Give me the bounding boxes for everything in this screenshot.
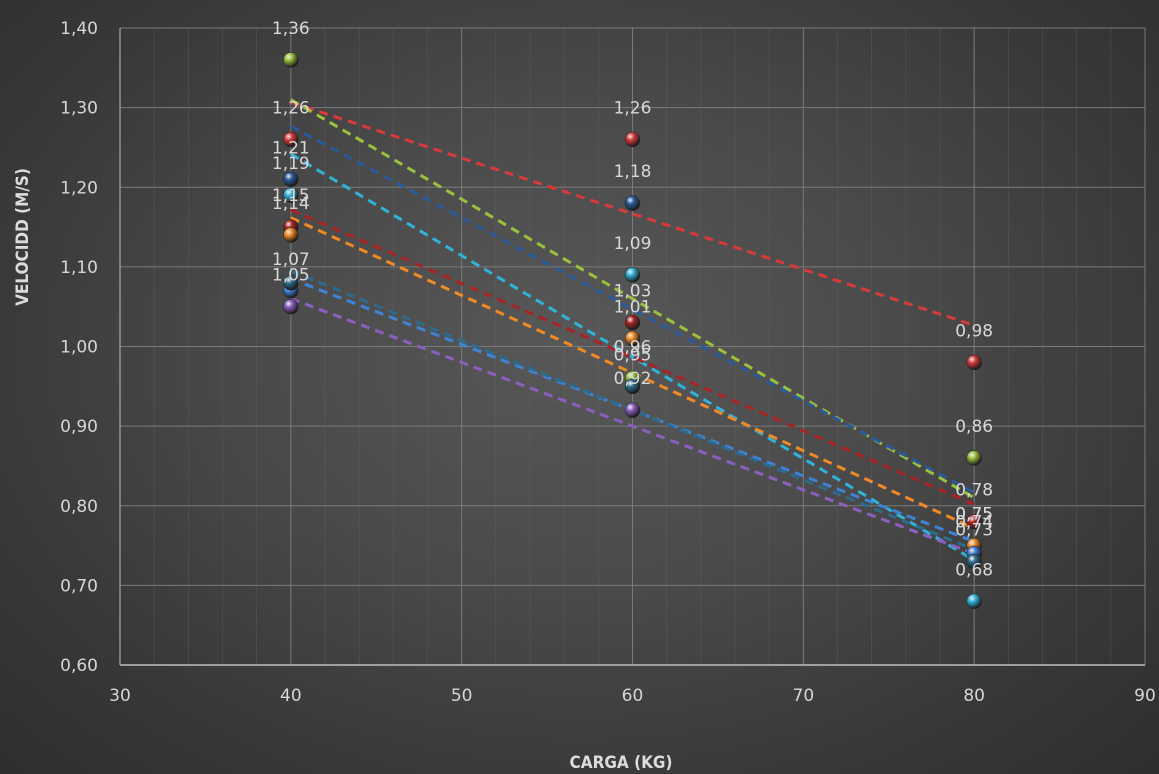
data-point [283,298,299,315]
data-label: 0,75 [955,505,993,525]
y-tick-label: 0,90 [60,417,98,437]
trendline [290,98,975,500]
data-label: 0,75 [955,505,993,525]
data-label: 1,01 [614,298,652,318]
data-label: 1,14 [272,194,310,214]
x-tick-label: 60 [622,686,644,706]
chart-axes [119,28,1145,666]
data-label: 0,74 [955,513,993,533]
trendline [290,297,975,555]
y-tick-label: 1,40 [60,19,98,39]
x-tick-label: 30 [109,686,131,706]
data-points [283,52,982,610]
data-point [966,513,982,530]
data-label: 1,21 [272,138,310,158]
data-point [283,171,299,188]
data-label: 1,18 [614,162,652,182]
y-tick-label: 1,30 [60,99,98,119]
data-point [624,195,641,211]
data-point [283,275,299,291]
trendline [290,208,975,506]
data-point [966,593,982,610]
x-tick-label: 40 [280,686,302,706]
data-label: 1,26 [272,98,310,118]
data-label: 0,78 [955,481,993,501]
data-point [966,354,982,371]
trendline [290,124,975,494]
data-label: 0,73 [955,520,993,540]
y-tick-label: 1,20 [60,178,98,198]
data-label: 1,19 [272,154,310,174]
data-point [283,227,299,243]
data-point [624,378,641,395]
x-tick-label: 80 [963,686,985,706]
data-point [283,52,299,68]
data-point [624,314,641,331]
data-point [624,402,641,418]
y-tick-label: 0,60 [60,656,98,676]
y-tick-label: 1,10 [60,258,98,278]
data-point [283,187,299,203]
x-axis-title: CARGA (KG) [570,753,673,773]
data-label: 1,26 [614,98,652,118]
tick-labels: 30 40 50 60 70 80 90 0,60 0,70 0,80 0,90 1,00 1,10 1,… [60,19,1156,706]
data-point [624,131,641,148]
data-label: 1,07 [272,250,310,270]
y-tick-label: 0,70 [60,576,98,596]
data-point [283,131,299,148]
data-label: 1,15 [272,186,310,206]
data-point [966,450,982,466]
trendline [290,152,975,562]
x-tick-label: 50 [451,686,473,706]
data-point [624,330,641,347]
data-label: 0,68 [955,560,993,580]
data-point [966,553,982,570]
data-labels: 1,26 1,26 0,98 1,36 0,96 0,86 1,21 1,18 0,75 1,19… [272,19,993,580]
data-label: 0,92 [614,369,652,389]
x-tick-label: 90 [1134,686,1156,706]
data-label: 0,95 [614,345,652,365]
data-label: 1,05 [272,266,310,286]
data-label: 0,96 [614,337,652,357]
data-label: 0,86 [955,417,993,437]
y-axis-title: VELOCIDD (M/S) [13,168,33,306]
y-tick-label: 0,80 [60,497,98,517]
data-label: 1,03 [614,282,652,302]
data-label: 1,09 [614,234,652,254]
y-tick-label: 1,00 [60,338,98,358]
data-label: 1,36 [272,19,310,39]
data-label: 0,98 [955,321,993,341]
data-point [624,267,641,283]
x-tick-label: 70 [793,686,815,706]
